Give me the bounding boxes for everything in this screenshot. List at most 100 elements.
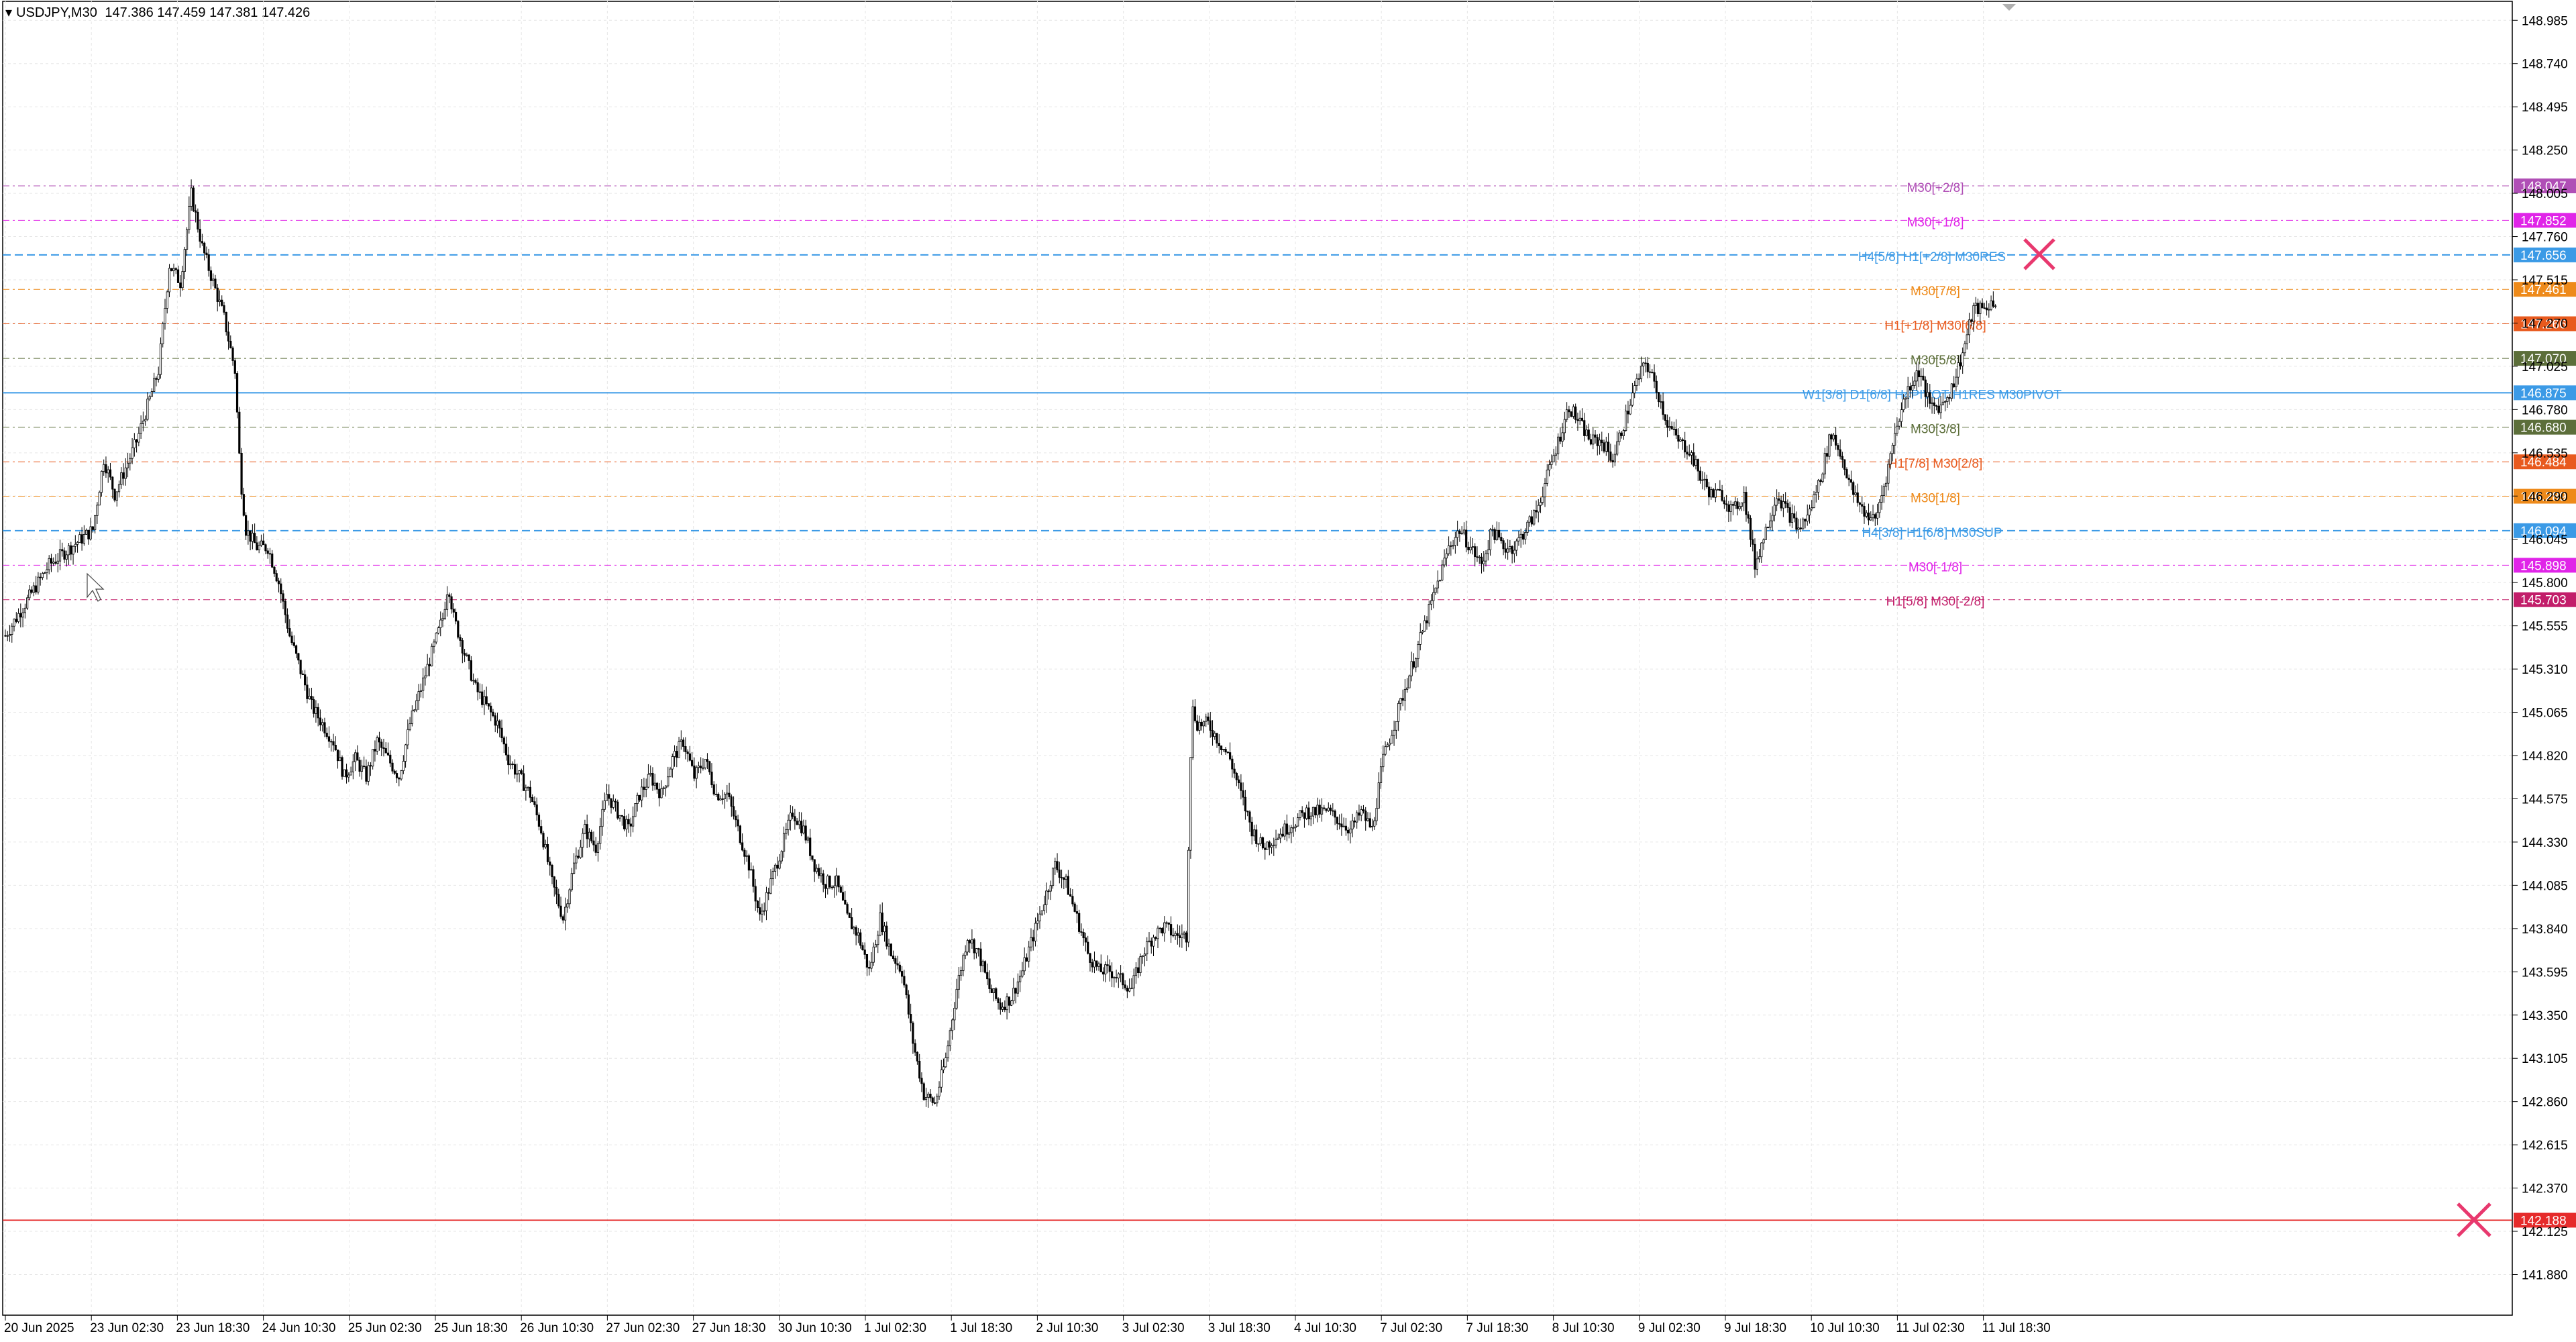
candle-body xyxy=(431,646,433,666)
candle-body xyxy=(1036,921,1039,924)
level-price-tag-label: 148.047 xyxy=(2520,180,2567,194)
candle-body xyxy=(1436,580,1439,588)
candle-body xyxy=(1497,529,1501,537)
candle-body xyxy=(209,270,213,281)
dropdown-triangle-icon[interactable]: ▾ xyxy=(5,5,13,20)
candle-body xyxy=(229,340,232,348)
candle-body xyxy=(981,961,984,966)
candle-body xyxy=(266,550,269,554)
candle-body xyxy=(986,972,989,980)
candle-body xyxy=(619,815,621,819)
candle-body xyxy=(126,462,129,468)
candle-body xyxy=(1603,442,1605,452)
y-tick-label: 144.085 xyxy=(2522,879,2568,893)
candle-body xyxy=(1358,812,1360,816)
candle-body xyxy=(688,753,691,761)
candle-body xyxy=(1196,720,1199,731)
candle-body xyxy=(957,974,960,990)
candle-body xyxy=(306,684,309,699)
candle-body xyxy=(756,900,759,908)
markers xyxy=(2023,238,2491,1237)
level-price-tag: 147.461 xyxy=(2514,282,2576,297)
candle-body xyxy=(1198,721,1201,731)
candle-body xyxy=(684,746,687,752)
candle-body xyxy=(507,754,510,766)
candle-body xyxy=(992,988,996,993)
candle-body xyxy=(1795,517,1798,530)
candle-body xyxy=(1087,941,1089,954)
candle-body xyxy=(1252,829,1256,837)
candle-body xyxy=(1360,809,1362,816)
candle-body xyxy=(1491,529,1494,531)
candle-body xyxy=(1611,460,1614,463)
x-tick-label: 9 Jul 18:30 xyxy=(1724,1321,1786,1335)
candle-body xyxy=(80,534,83,544)
candle-body xyxy=(1176,933,1179,936)
level-label: M30[3/8] xyxy=(1911,423,1960,437)
candle-body xyxy=(511,764,514,765)
candle-body xyxy=(1104,964,1107,975)
candle-body xyxy=(789,813,792,821)
level-label: M30[1/8] xyxy=(1911,492,1960,506)
candle-body xyxy=(46,569,48,573)
candle-body xyxy=(544,843,547,847)
candle-body xyxy=(1521,533,1525,540)
candle-body xyxy=(292,642,295,646)
candle-body xyxy=(1406,687,1409,690)
x-tick-label: 27 Jun 18:30 xyxy=(692,1321,766,1335)
candle-body xyxy=(614,801,617,803)
candle-body xyxy=(1677,435,1680,442)
candle-body xyxy=(1933,402,1935,406)
candle-body xyxy=(676,751,678,758)
y-tick-label: 145.800 xyxy=(2522,576,2568,590)
y-tick-label: 147.270 xyxy=(2522,317,2568,331)
candle-body xyxy=(350,771,352,776)
candle-body xyxy=(603,800,606,810)
candle-body xyxy=(1211,730,1214,737)
candle-body xyxy=(286,614,289,629)
candle-body xyxy=(166,291,168,309)
candle-body xyxy=(1443,558,1446,566)
candle-body xyxy=(1731,504,1734,506)
candle-body xyxy=(1837,445,1839,450)
candle-body xyxy=(780,851,783,862)
candle-body xyxy=(916,1051,919,1062)
candle-body xyxy=(1038,913,1041,922)
candle-body xyxy=(1841,456,1843,460)
candle-body xyxy=(1542,497,1544,503)
candle-body xyxy=(496,720,499,726)
candle-body xyxy=(1342,825,1345,827)
candle-body xyxy=(374,749,376,752)
candle-body xyxy=(1537,505,1540,513)
candle-body xyxy=(30,589,33,593)
candle-body xyxy=(1067,876,1069,895)
candle-body xyxy=(150,391,154,397)
candle-body xyxy=(1299,810,1301,818)
level-price-tag: 147.852 xyxy=(2514,213,2576,228)
candle-body xyxy=(1465,529,1468,548)
candle-body xyxy=(818,868,820,876)
candle-body xyxy=(1226,752,1229,754)
candle-body xyxy=(1430,600,1433,605)
candle-body xyxy=(1782,501,1784,509)
candle-body xyxy=(1329,807,1332,811)
candle-body xyxy=(1500,537,1503,541)
candle-body xyxy=(197,211,199,229)
level-price-tag-label: 146.680 xyxy=(2520,421,2567,435)
candle-body xyxy=(1150,940,1152,947)
candle-body xyxy=(1760,542,1763,558)
candle-body xyxy=(1618,432,1621,442)
candle-body xyxy=(1084,937,1087,943)
candle-body xyxy=(920,1078,923,1084)
candle-body xyxy=(271,554,274,568)
candle-body xyxy=(1598,440,1601,446)
candle-body xyxy=(1775,498,1778,506)
candle-body xyxy=(787,819,790,830)
candle-body xyxy=(190,187,193,207)
candle-body xyxy=(1373,820,1376,827)
candle-body xyxy=(138,433,140,443)
candle-body xyxy=(813,859,816,872)
candle-body xyxy=(693,765,696,779)
candle-body xyxy=(708,761,711,772)
